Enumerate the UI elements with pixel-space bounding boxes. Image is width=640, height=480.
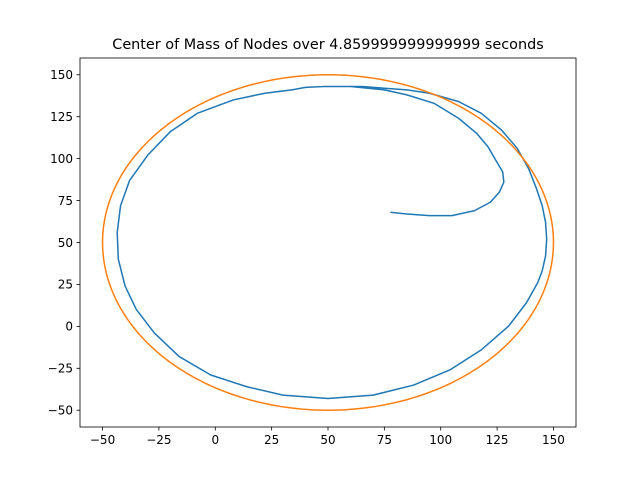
x-axis: −50 −25 0 25 50 75 100 125 150 xyxy=(90,427,565,447)
x-tick-label: 50 xyxy=(320,433,335,447)
series-line-1 xyxy=(116,85,548,400)
series-line-2 xyxy=(101,74,555,411)
x-tick-label: −50 xyxy=(90,433,115,447)
x-tick-label: 150 xyxy=(542,433,565,447)
y-tick-label: 150 xyxy=(50,68,73,82)
y-axis: −50 −25 0 25 50 75 100 125 150 xyxy=(48,68,80,418)
y-tick-label: −50 xyxy=(48,404,73,418)
y-tick-label: −25 xyxy=(48,362,73,376)
x-tick-label: −25 xyxy=(146,433,171,447)
x-tick-label: 100 xyxy=(429,433,452,447)
y-tick-label: 100 xyxy=(50,152,73,166)
y-tick-label: 0 xyxy=(65,320,73,334)
y-tick-label: 25 xyxy=(58,278,73,292)
chart-title: Center of Mass of Nodes over 4.859999999… xyxy=(112,37,543,53)
y-tick-label: 125 xyxy=(50,110,73,124)
y-tick-label: 75 xyxy=(58,194,73,208)
x-tick-label: 0 xyxy=(211,433,219,447)
x-tick-label: 75 xyxy=(377,433,392,447)
x-tick-label: 25 xyxy=(264,433,279,447)
y-tick-label: 50 xyxy=(58,236,73,250)
x-tick-label: 125 xyxy=(486,433,509,447)
series-layer xyxy=(101,74,555,411)
